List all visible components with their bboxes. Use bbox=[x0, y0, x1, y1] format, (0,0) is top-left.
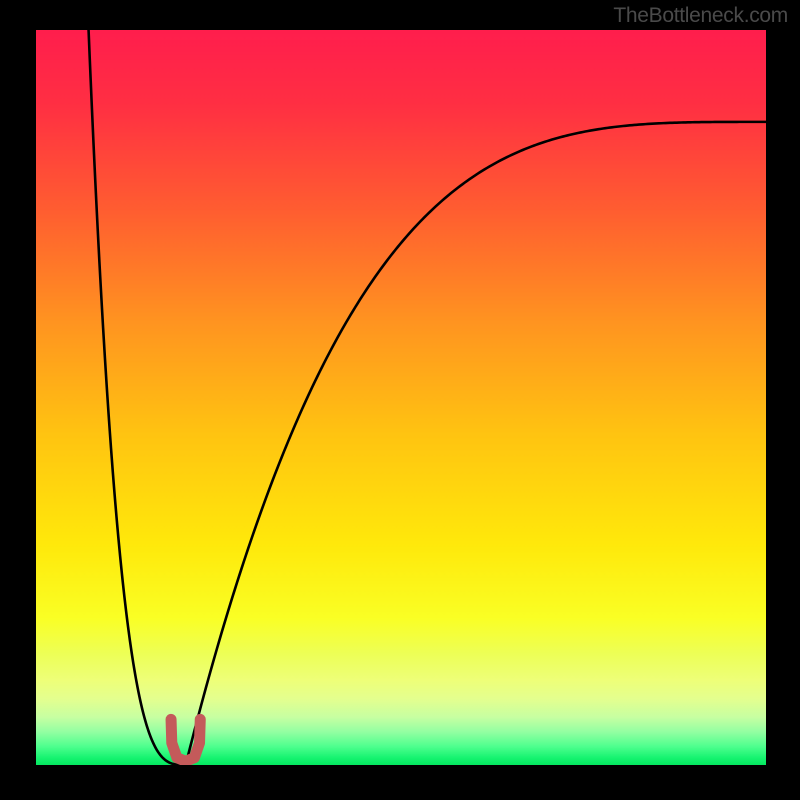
plot-area bbox=[36, 30, 766, 765]
curve-layer bbox=[36, 30, 766, 765]
dip-marker bbox=[171, 719, 200, 761]
watermark-text: TheBottleneck.com bbox=[613, 4, 788, 28]
chart-frame: TheBottleneck.com bbox=[0, 0, 800, 800]
bottleneck-curve bbox=[89, 30, 766, 765]
